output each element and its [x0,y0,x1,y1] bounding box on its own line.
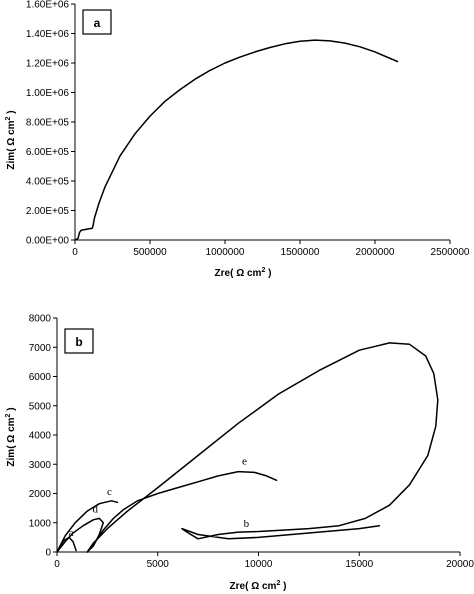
panel-b-curve-labels: a b cd e [69,455,250,539]
y-tick-label: 2000 [29,489,52,500]
y-tick-label: 4000 [29,431,52,442]
panel-a-x-ticks: 0 500000 1000000 1500000 2000000 2500000 [72,240,470,258]
y-tick-label: 4.00E+05 [26,177,70,188]
panel-b-y-axis-label: Zim( Ω cm2 ) [5,407,17,466]
curve-label-d: d [93,504,99,516]
panel-b-label: b [75,335,82,349]
x-tick-label: 2500000 [431,247,470,258]
x-tick-label: 15000 [345,559,373,570]
curve-label-a: a [69,527,74,539]
series-line [74,39,399,241]
x-tick-label: 10000 [245,559,273,570]
series-line-b [86,342,439,553]
x-tick-label: 500000 [133,247,167,258]
y-tick-label: 0 [45,548,51,559]
x-tick-label: 0 [54,559,60,570]
series-line-d [56,517,105,553]
panel-b-x-axis-label: Zre( Ω cm2 ) [230,580,287,592]
panel-b-x-ticks: 0 5000 10000 15000 20000 [54,552,474,570]
panel-a-series-group [74,39,399,241]
series-line-c [56,500,119,553]
y-tick-label: 1.60E+06 [26,0,70,11]
x-tick-label: 1500000 [281,247,320,258]
x-tick-label: 0 [72,247,78,258]
y-tick-label: 1.40E+06 [26,29,70,40]
y-tick-label: 7000 [29,343,52,354]
panel-a-y-axis-label: Zim( Ω cm2 ) [5,110,17,169]
y-tick-label: 6.00E+05 [26,147,70,158]
y-tick-label: 8000 [29,314,52,325]
y-tick-label: 2.00E+05 [26,206,70,217]
y-tick-label: 1000 [29,518,52,529]
y-tick-label: 1.00E+06 [26,88,70,99]
panel-b-y-ticks: 0 1000 2000 3000 4000 5000 6000 7000 8000 [29,314,57,559]
panel-a-y-ticks: 0.00E+00 2.00E+05 4.00E+05 6.00E+05 8.00E+05… [26,0,75,247]
x-tick-label: 1000000 [206,247,245,258]
curve-label-e: e [242,455,247,467]
panel-a-chart: a 0.00E+00 2.00E+05 4.00E+05 6.00E+05 8.00E+… [5,0,470,279]
panel-a-label-box [82,9,112,35]
panel-a-x-axis-label: Zre( Ω cm2 ) [215,267,272,279]
y-tick-label: 8.00E+05 [26,118,70,129]
y-tick-label: 5000 [29,401,52,412]
curve-label-c: c [107,486,112,498]
panel-a-label: a [94,16,101,30]
panel-b-label-box [64,328,94,354]
panel-b-chart: b 0 1000 2000 3000 4000 5000 6000 7000 8000 0 500… [5,314,474,593]
y-tick-label: 6000 [29,372,52,383]
y-tick-label: 1.20E+06 [26,59,70,70]
x-tick-label: 20000 [446,559,474,570]
y-tick-label: 3000 [29,460,52,471]
x-tick-label: 2000000 [356,247,395,258]
series-line-e [86,470,278,553]
y-tick-label: 0.00E+00 [26,236,70,247]
x-tick-label: 5000 [147,559,170,570]
panel-b-series-group [56,342,439,553]
curve-label-b: b [244,518,250,530]
